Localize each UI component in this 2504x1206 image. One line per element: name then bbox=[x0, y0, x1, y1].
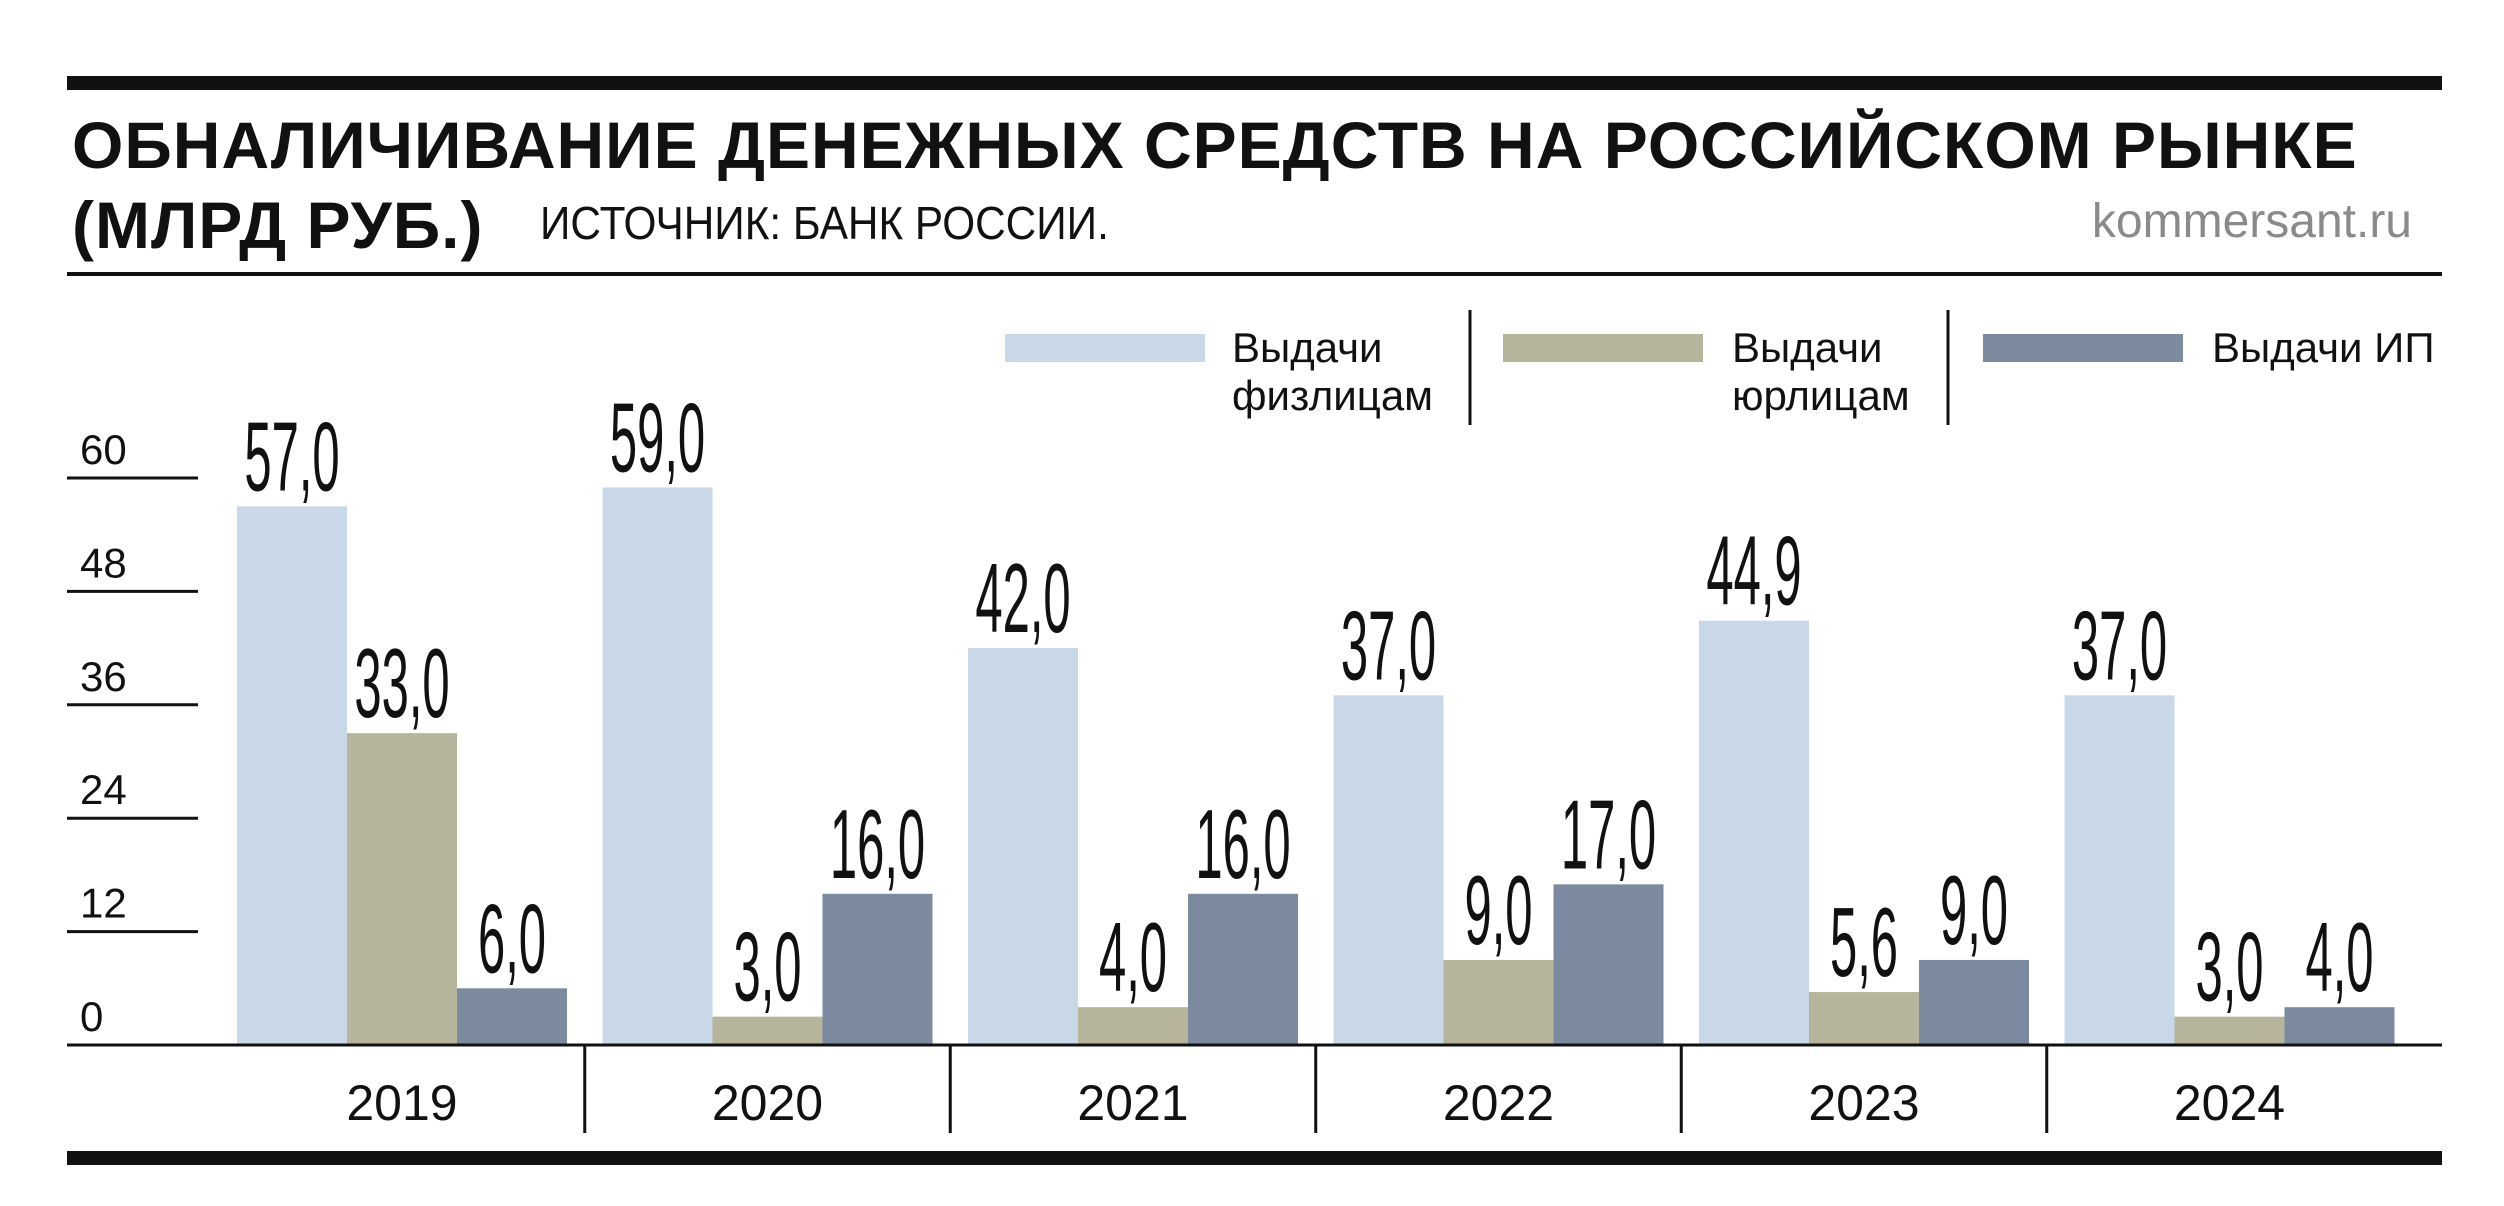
x-tick-label: 2021 bbox=[1077, 1075, 1188, 1131]
bar-value-label: 4,0 bbox=[2305, 904, 2373, 1013]
bar bbox=[1553, 884, 1664, 1045]
source-note: ИСТОЧНИК: БАНК РОССИИ. bbox=[540, 197, 1109, 249]
brand-link[interactable]: kommersant.ru bbox=[2091, 195, 2412, 248]
bar-value-label: 59,0 bbox=[610, 384, 705, 493]
bar-value-label: 33,0 bbox=[354, 630, 449, 739]
bar-value-label: 4,0 bbox=[1099, 904, 1167, 1013]
legend-swatch bbox=[1503, 334, 1703, 362]
bar-value-label: 42,0 bbox=[975, 545, 1070, 654]
chart-title: ОБНАЛИЧИВАНИЕ ДЕНЕЖНЫХ СРЕДСТВ НА РОССИЙ… bbox=[72, 108, 2358, 182]
x-tick-label: 2022 bbox=[1443, 1075, 1554, 1131]
bar-value-label: 5,6 bbox=[1830, 889, 1898, 998]
x-tick-label: 2019 bbox=[346, 1075, 457, 1131]
x-tick-label: 2020 bbox=[712, 1075, 823, 1131]
y-tick-label: 48 bbox=[80, 539, 127, 586]
bar bbox=[347, 733, 457, 1045]
bar bbox=[1699, 620, 1809, 1045]
bar bbox=[822, 893, 933, 1045]
legend-label: физлицам bbox=[1232, 372, 1433, 419]
bar bbox=[1188, 893, 1298, 1045]
legend-swatch bbox=[1005, 334, 1205, 362]
bar-value-label: 9,0 bbox=[1940, 857, 2008, 966]
bar bbox=[2174, 1016, 2285, 1045]
y-tick-label: 0 bbox=[80, 993, 103, 1040]
bar bbox=[1919, 959, 2029, 1045]
bar-value-label: 9,0 bbox=[1464, 857, 1532, 966]
x-axis: 2019 2020 2021 2022 2023 2024 bbox=[67, 1043, 2442, 1133]
bar bbox=[457, 988, 567, 1045]
bar bbox=[968, 648, 1078, 1045]
bar-value-label: 37,0 bbox=[2072, 592, 2167, 701]
bar bbox=[237, 506, 347, 1046]
y-tick-label: 24 bbox=[80, 766, 127, 813]
bar-value-label: 17,0 bbox=[1561, 781, 1656, 890]
y-axis: 0 12 24 36 48 60 bbox=[67, 426, 198, 1040]
bar-value-label: 16,0 bbox=[1195, 791, 1290, 900]
legend-label: Выдачи bbox=[1732, 324, 1883, 371]
bottom-rule bbox=[67, 1151, 2442, 1165]
y-tick-label: 12 bbox=[80, 880, 127, 927]
bars bbox=[237, 487, 2395, 1046]
bar bbox=[712, 1016, 823, 1045]
bar bbox=[602, 487, 713, 1045]
legend-swatch bbox=[1983, 334, 2183, 362]
bar bbox=[1809, 992, 1919, 1045]
top-rule bbox=[67, 76, 2442, 90]
y-tick-label: 60 bbox=[80, 426, 127, 473]
header-rule bbox=[67, 272, 2442, 276]
legend-label: Выдачи ИП bbox=[2212, 324, 2435, 371]
bar-value-label: 37,0 bbox=[1341, 592, 1436, 701]
bar-value-label: 44,9 bbox=[1706, 517, 1801, 626]
value-labels: 57,0 33,0 6,0 59,0 3,0 16,0 42,0 4,0 16,0 37,0 9,0… bbox=[244, 384, 2373, 1022]
bar-value-label: 16,0 bbox=[830, 791, 925, 900]
legend-label: Выдачи bbox=[1232, 324, 1383, 371]
bar bbox=[1443, 959, 1554, 1045]
bar-value-label: 3,0 bbox=[733, 913, 801, 1022]
bar bbox=[2064, 695, 2175, 1045]
y-tick-label: 36 bbox=[80, 653, 127, 700]
bar-value-label: 6,0 bbox=[478, 885, 546, 994]
legend-label: юрлицам bbox=[1732, 372, 1910, 419]
bar-value-label: 57,0 bbox=[244, 403, 339, 512]
x-tick-label: 2024 bbox=[2174, 1075, 2285, 1131]
bar bbox=[1078, 1007, 1188, 1045]
bar bbox=[1333, 695, 1444, 1045]
bar-value-label: 3,0 bbox=[2195, 913, 2263, 1022]
bar bbox=[2284, 1007, 2395, 1045]
x-tick-label: 2023 bbox=[1808, 1075, 1919, 1131]
chart-unit: (МЛРД РУБ.) bbox=[72, 188, 484, 262]
